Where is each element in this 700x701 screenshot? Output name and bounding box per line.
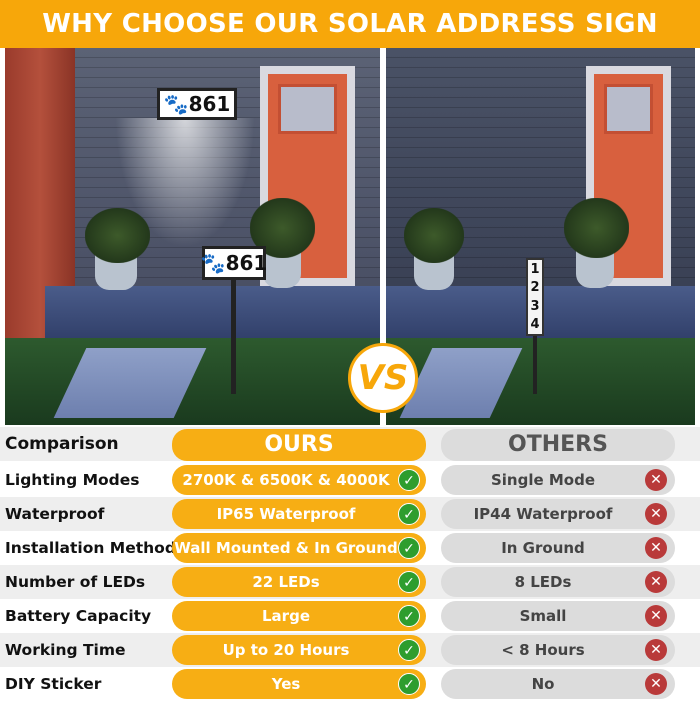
ours-value: 22 LEDs ✓ [172,567,426,597]
header-label: Comparison [5,434,119,454]
ours-value: IP65 Waterproof ✓ [172,499,426,529]
check-icon: ✓ [398,639,420,661]
cross-icon: ✕ [645,469,667,491]
others-value: Small ✕ [441,601,675,631]
others-value: No ✕ [441,669,675,699]
row-label: Number of LEDs [5,573,146,591]
comparison-table: Comparison OURS OTHERS Lighting Modes 27… [0,427,700,700]
row-label: DIY Sticker [5,675,102,693]
others-value-text: Small [519,607,567,625]
table-row: Lighting Modes 2700K & 6500K & 4000K ✓ Si… [0,463,700,497]
table-row: Number of LEDs 22 LEDs ✓ 8 LEDs ✕ [0,565,700,599]
row-label: Waterproof [5,505,105,523]
wall-sign: 🐾 861 [157,88,237,120]
others-photo [386,48,695,425]
ours-value-text: 2700K & 6500K & 4000K [182,471,390,489]
table-header: Comparison OURS OTHERS [0,427,700,461]
vs-badge: VS [348,343,418,413]
ours-value-text: Wall Mounted & In Ground [174,539,398,557]
check-icon: ✓ [398,673,420,695]
ours-value-text: Up to 20 Hours [222,641,350,659]
ours-value: Yes ✓ [172,669,426,699]
others-header: OTHERS [441,429,675,461]
table-row: Working Time Up to 20 Hours ✓ < 8 Hours ✕ [0,633,700,667]
row-label: Lighting Modes [5,471,140,489]
row-label: Installation Method [5,539,176,557]
others-value-text: No [531,675,555,693]
others-value: < 8 Hours ✕ [441,635,675,665]
others-value-text: < 8 Hours [501,641,585,659]
ours-value: Large ✓ [172,601,426,631]
ours-value: Wall Mounted & In Ground ✓ [172,533,426,563]
row-label: Battery Capacity [5,607,152,625]
ours-photo: 🐾 861 🐾 861 [5,48,380,425]
cross-icon: ✕ [645,537,667,559]
others-value-text: 8 LEDs [514,573,572,591]
cross-icon: ✕ [645,571,667,593]
check-icon: ✓ [398,571,420,593]
check-icon: ✓ [398,537,420,559]
others-value: 8 LEDs ✕ [441,567,675,597]
others-value-text: Single Mode [490,471,596,489]
cross-icon: ✕ [645,503,667,525]
page-title: WHY CHOOSE OUR SOLAR ADDRESS SIGN LIGHT? [0,0,700,87]
table-row: Battery Capacity Large ✓ Small ✕ [0,599,700,633]
table-row: Installation Method Wall Mounted & In Gr… [0,531,700,565]
others-value-text: In Ground [501,539,585,557]
ground-sign: 🐾 861 [201,246,267,280]
table-row: DIY Sticker Yes ✓ No ✕ [0,667,700,701]
cross-icon: ✕ [645,605,667,627]
ours-header: OURS [172,429,426,461]
ours-value-text: IP65 Waterproof [216,505,356,523]
row-label: Working Time [5,641,126,659]
cross-icon: ✕ [645,639,667,661]
ours-value-text: Yes [271,675,301,693]
others-value: In Ground ✕ [441,533,675,563]
ours-value: 2700K & 6500K & 4000K ✓ [172,465,426,495]
ours-value-text: 22 LEDs [252,573,320,591]
table-row: Waterproof IP65 Waterproof ✓ IP44 Waterpr… [0,497,700,531]
cross-icon: ✕ [645,673,667,695]
check-icon: ✓ [398,503,420,525]
others-value: IP44 Waterproof ✕ [441,499,675,529]
check-icon: ✓ [398,469,420,491]
others-value: Single Mode ✕ [441,465,675,495]
check-icon: ✓ [398,605,420,627]
ours-value: Up to 20 Hours ✓ [172,635,426,665]
others-value-text: IP44 Waterproof [473,505,613,523]
ours-value-text: Large [262,607,310,625]
